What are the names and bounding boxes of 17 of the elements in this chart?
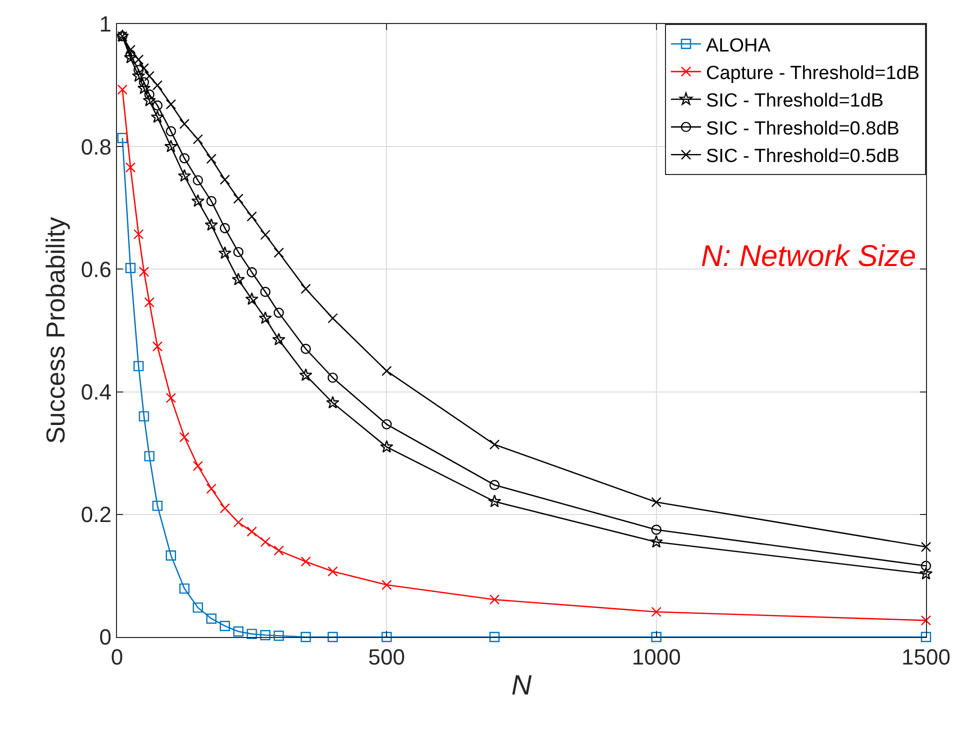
annotation: N: Network Size	[701, 240, 916, 273]
y-tick-label: 1	[99, 12, 112, 37]
legend-label: Capture - Threshold=1dB	[706, 62, 920, 84]
x-axis-title: N	[511, 670, 532, 701]
x-tick-label: 500	[368, 644, 406, 670]
legend-label: SIC - Threshold=0.8dB	[706, 118, 900, 140]
y-tick-label: 0.8	[80, 134, 112, 160]
legend-label: ALOHA	[706, 35, 771, 56]
x-tick-label: 1000	[632, 644, 681, 670]
legend-label: SIC - Threshold=1dB	[706, 90, 884, 112]
y-tick-label: 0.6	[80, 256, 112, 282]
y-tick-label: 0	[99, 624, 112, 650]
y-axis-title: Success Probability	[40, 217, 70, 444]
legend-label: SIC - Threshold=0.5dB	[706, 146, 900, 168]
y-tick-label: 0.2	[80, 502, 112, 528]
x-tick-label: 1500	[902, 644, 950, 670]
y-tick-label: 0.4	[80, 380, 112, 404]
